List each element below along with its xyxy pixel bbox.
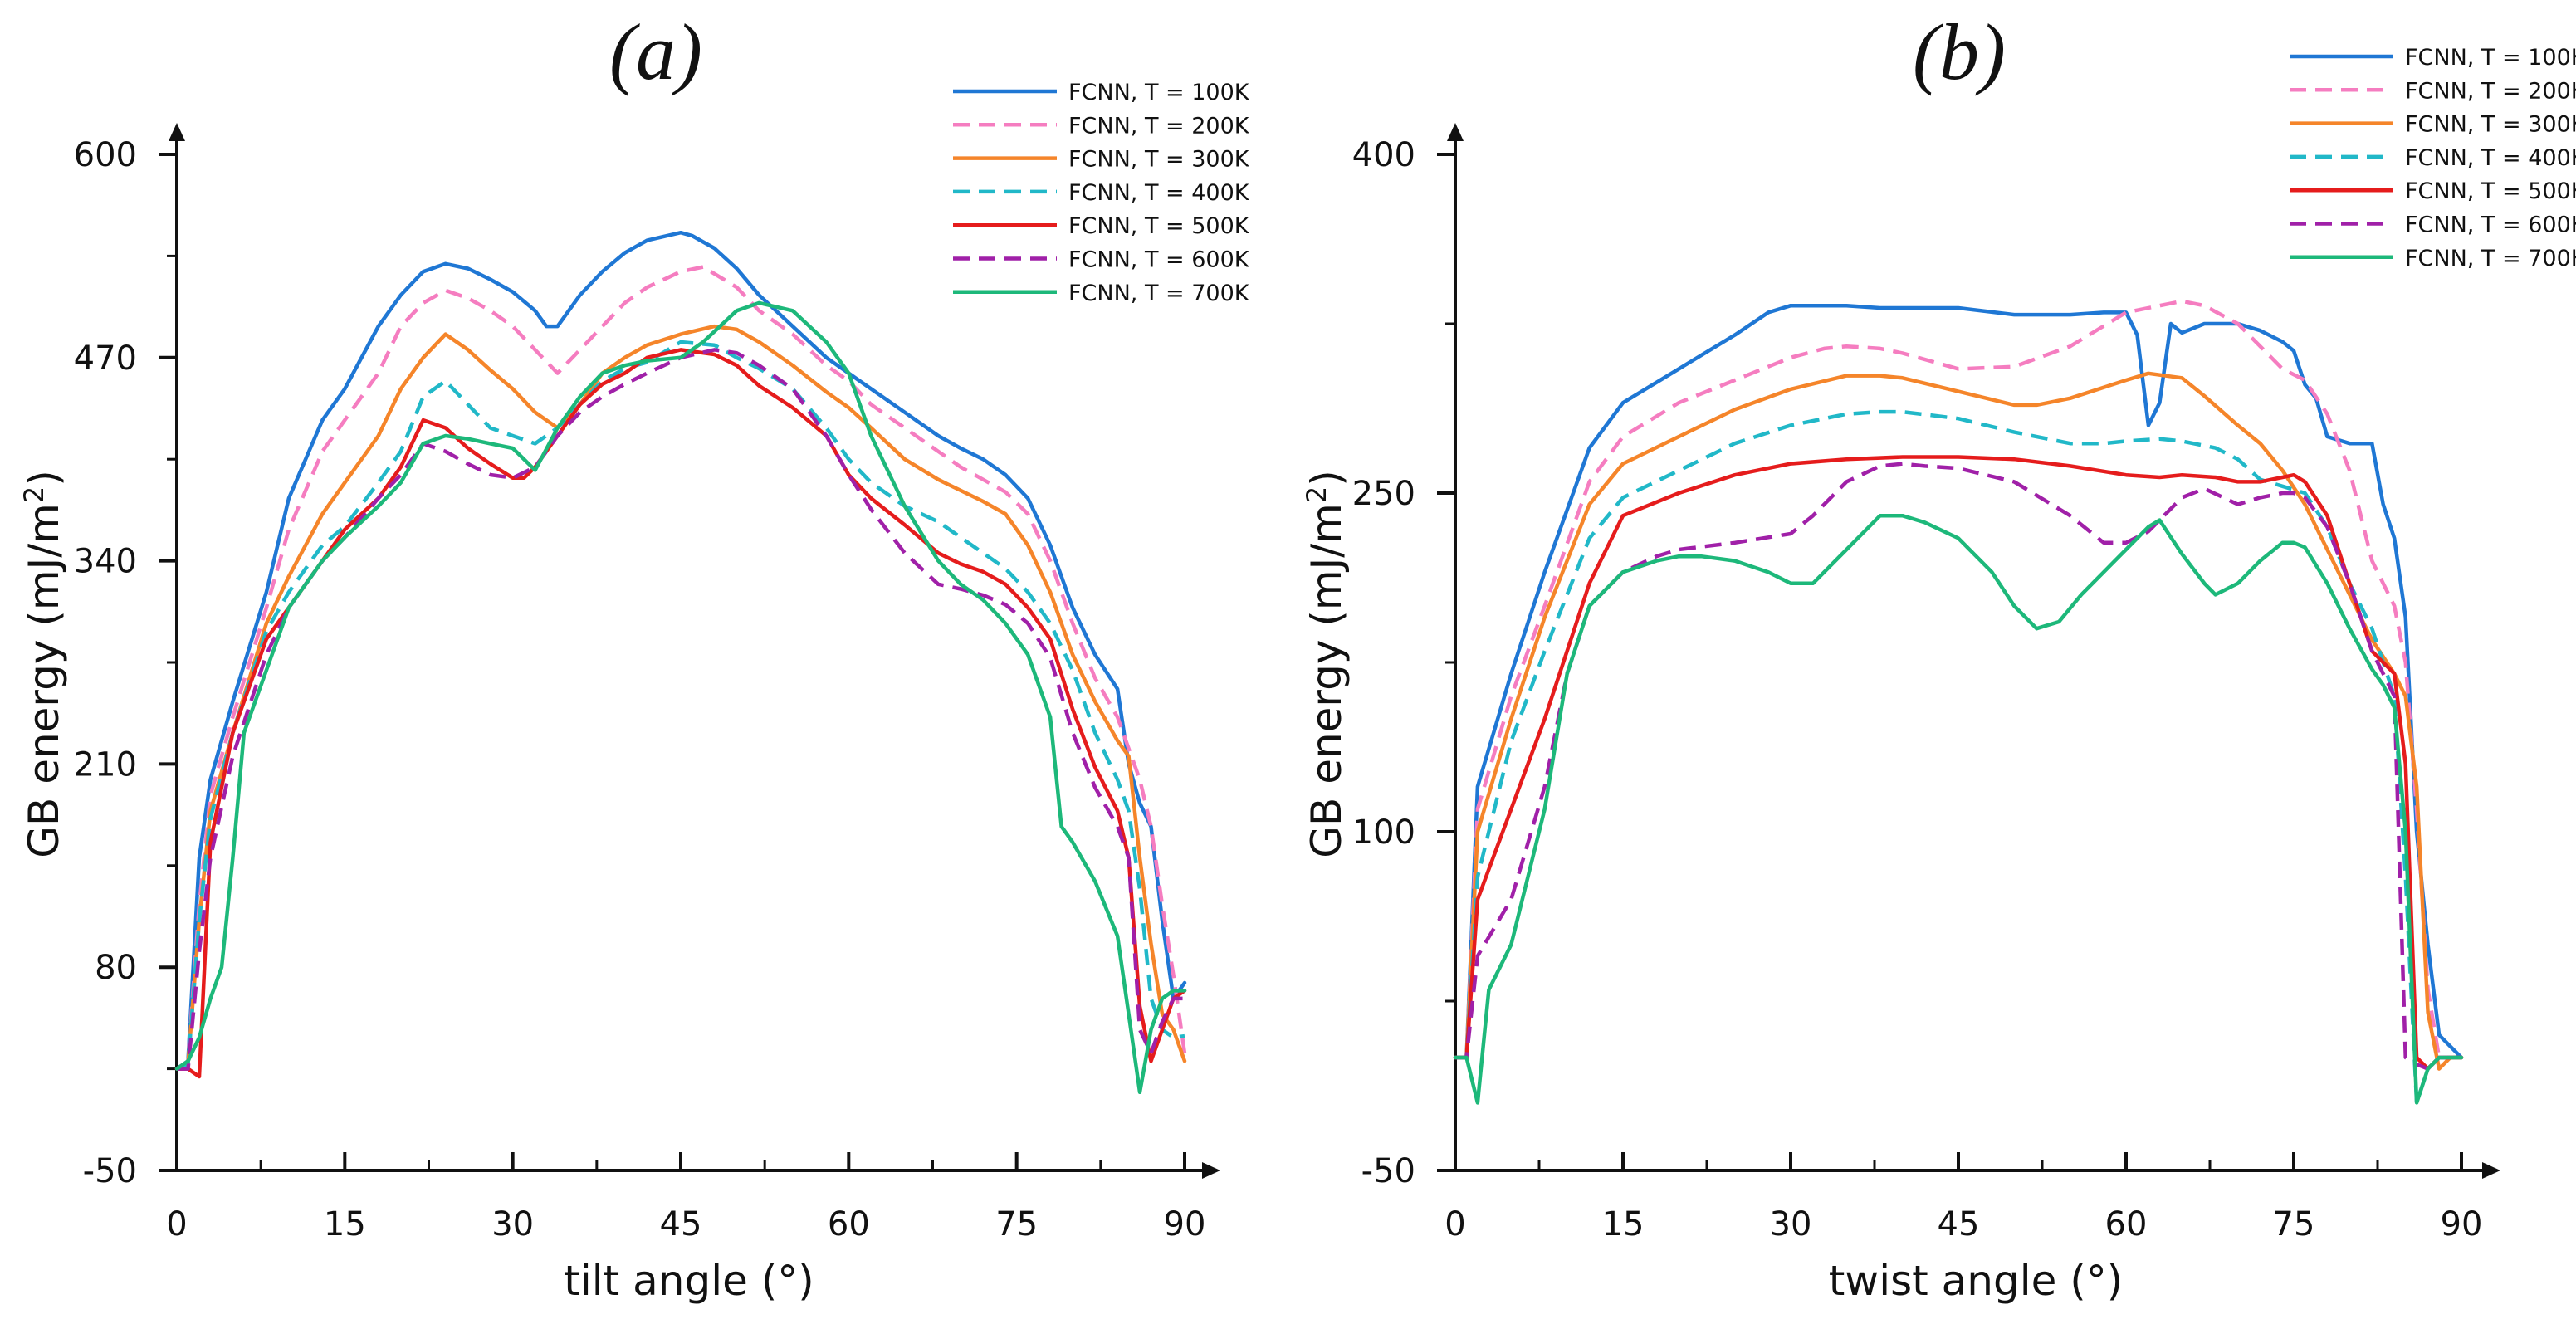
x-tick-label: 45 <box>660 1205 702 1243</box>
x-axis-arrow <box>1202 1162 1220 1179</box>
legend-entry-4: FCNN, T = 400K <box>2405 145 2576 171</box>
y-axis-label-superscript: 2 <box>1301 486 1332 503</box>
y-axis-label-end: ) <box>20 470 68 486</box>
legend-entry-6: FCNN, T = 600K <box>1068 247 1250 273</box>
series-line-5 <box>174 348 1187 1079</box>
legend-entry-2: FCNN, T = 200K <box>1068 113 1250 139</box>
series-line-6 <box>1455 462 2461 1071</box>
y-tick-label: 470 <box>74 340 137 378</box>
x-tick-label: 75 <box>2273 1205 2315 1243</box>
x-tick-label: 90 <box>2441 1205 2483 1243</box>
x-axis-label: tilt angle (°) <box>564 1257 814 1305</box>
y-tick-label: 250 <box>1352 475 1415 513</box>
series-line-7 <box>174 300 1187 1095</box>
panel-b: 0 15 30 45 60 75 90 -50 100 250 400 (b) twist angle … <box>1301 7 2576 1305</box>
series-line-7 <box>1453 513 2464 1105</box>
series-line-1 <box>174 230 1187 1071</box>
x-tick-label: 75 <box>995 1205 1038 1243</box>
y-tick-label: 80 <box>95 949 137 987</box>
panel-title: (a) <box>609 7 702 96</box>
legend-entry-2: FCNN, T = 200K <box>2405 78 2576 104</box>
panel-a: 0 15 30 45 60 75 90 -50 80 210 340 470 600 (a) tilt an… <box>18 7 1250 1305</box>
legend-entry-7: FCNN, T = 700K <box>2405 246 2576 271</box>
series-line-2 <box>1455 299 2461 1060</box>
y-tick-label: 100 <box>1352 813 1415 852</box>
panel-title: (b) <box>1913 7 2006 96</box>
y-tick-label: 340 <box>74 543 137 581</box>
x-tick-label: 60 <box>828 1205 870 1243</box>
y-axis-arrow <box>1447 123 1464 141</box>
legend-entry-7: FCNN, T = 700K <box>1068 281 1250 306</box>
x-tick-label: 0 <box>166 1205 187 1243</box>
legend-entry-1: FCNN, T = 100K <box>1068 80 1250 105</box>
y-axis-label-superscript: 2 <box>18 486 50 503</box>
x-tick-label: 15 <box>1602 1205 1645 1243</box>
series-line-6 <box>177 348 1185 1071</box>
legend-entry-5: FCNN, T = 500K <box>2405 178 2576 204</box>
x-tick-label: 30 <box>491 1205 534 1243</box>
y-axis-label: GB energy (mJ/m2) <box>18 470 68 857</box>
y-tick-label: 400 <box>1352 136 1415 174</box>
y-tick-label: -50 <box>83 1152 137 1190</box>
y-tick-label: 600 <box>74 136 137 174</box>
y-axis-label-main: GB energy (mJ/m <box>1303 503 1351 858</box>
legend-entry-6: FCNN, T = 600K <box>2405 213 2576 238</box>
legend-entry-3: FCNN, T = 300K <box>2405 112 2576 138</box>
y-axis-label-end: ) <box>1303 470 1351 486</box>
series-line-3 <box>174 324 1187 1071</box>
x-tick-label: 0 <box>1444 1205 1465 1243</box>
series-line-5 <box>1453 455 2464 1071</box>
y-tick-label: -50 <box>1361 1152 1415 1190</box>
y-tick-label: 210 <box>74 745 137 784</box>
series-line-4 <box>176 340 1185 1071</box>
series-line-3 <box>1453 371 2464 1071</box>
legend-entry-1: FCNN, T = 100K <box>2405 45 2576 71</box>
x-tick-label: 45 <box>1938 1205 1980 1243</box>
y-axis-label-main: GB energy (mJ/m <box>20 503 68 858</box>
x-tick-label: 30 <box>1770 1205 1812 1243</box>
legend-entry-5: FCNN, T = 500K <box>1068 213 1250 239</box>
series-line-1 <box>1453 303 2464 1060</box>
x-axis-arrow <box>2482 1162 2500 1179</box>
y-axis-arrow <box>169 123 185 141</box>
legend-entry-4: FCNN, T = 400K <box>1068 180 1250 206</box>
x-tick-label: 60 <box>2105 1205 2148 1243</box>
x-axis-label: twist angle (°) <box>1829 1257 2124 1305</box>
x-tick-label: 15 <box>324 1205 366 1243</box>
y-axis-label: GB energy (mJ/m2) <box>1301 470 1351 857</box>
legend-entry-3: FCNN, T = 300K <box>1068 147 1250 173</box>
x-tick-label: 90 <box>1164 1205 1206 1243</box>
series-line-2 <box>175 265 1187 1071</box>
